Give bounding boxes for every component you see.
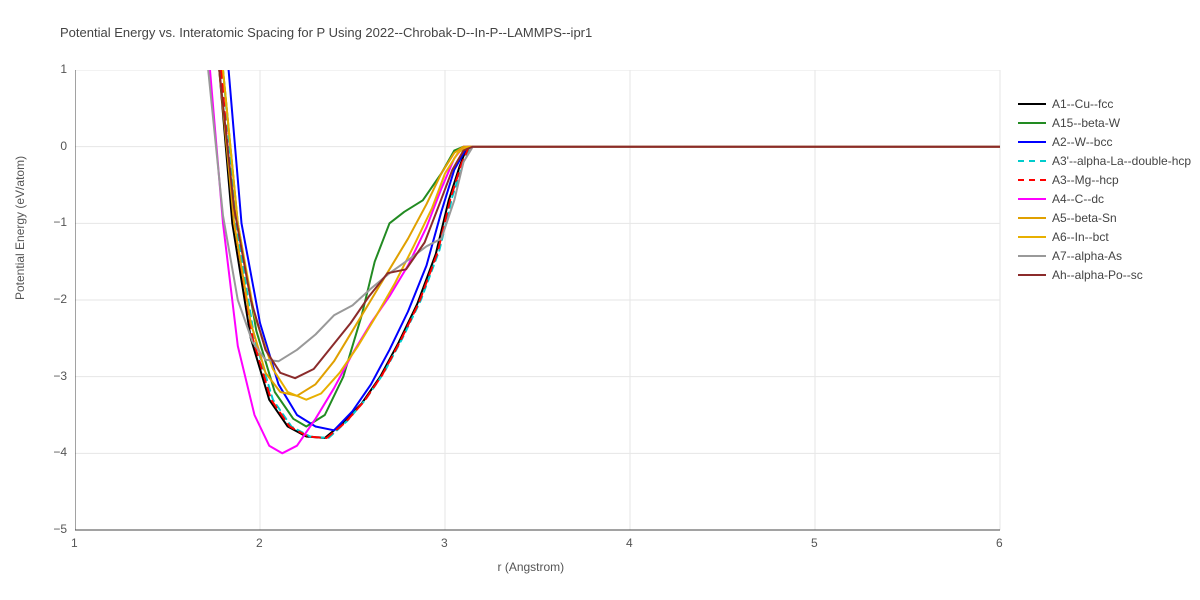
legend-item[interactable]: A6--In--bct: [1018, 227, 1191, 246]
x-tick: 3: [441, 536, 448, 550]
legend-swatch: [1018, 141, 1046, 143]
y-tick: −3: [53, 369, 67, 383]
legend-swatch: [1018, 255, 1046, 257]
legend-label: A7--alpha-As: [1052, 249, 1122, 263]
y-axis-label: Potential Energy (eV/atom): [13, 156, 27, 300]
legend-label: A3--Mg--hcp: [1052, 173, 1119, 187]
legend-label: A15--beta-W: [1052, 116, 1120, 130]
legend-item[interactable]: A3--Mg--hcp: [1018, 170, 1191, 189]
legend-item[interactable]: Ah--alpha-Po--sc: [1018, 265, 1191, 284]
legend-swatch: [1018, 103, 1046, 105]
chart-title: Potential Energy vs. Interatomic Spacing…: [60, 25, 592, 40]
y-tick: −2: [53, 292, 67, 306]
legend-item[interactable]: A5--beta-Sn: [1018, 208, 1191, 227]
x-tick: 2: [256, 536, 263, 550]
legend-label: A4--C--dc: [1052, 192, 1104, 206]
legend-item[interactable]: A3'--alpha-La--double-hcp: [1018, 151, 1191, 170]
legend: A1--Cu--fcc A15--beta-W A2--W--bcc A3'--alp…: [1018, 94, 1191, 284]
series-line: [210, 70, 1000, 453]
legend-swatch: [1018, 160, 1046, 162]
legend-item[interactable]: A1--Cu--fcc: [1018, 94, 1191, 113]
legend-label: A2--W--bcc: [1052, 135, 1112, 149]
y-tick: −1: [53, 215, 67, 229]
legend-item[interactable]: A4--C--dc: [1018, 189, 1191, 208]
legend-item[interactable]: A2--W--bcc: [1018, 132, 1191, 151]
y-tick: −4: [53, 445, 67, 459]
series-line: [219, 70, 1000, 396]
y-tick: 0: [60, 139, 67, 153]
series-line: [208, 70, 1000, 361]
x-tick: 1: [71, 536, 78, 550]
legend-label: A6--In--bct: [1052, 230, 1109, 244]
legend-label: A3'--alpha-La--double-hcp: [1052, 154, 1191, 168]
legend-swatch: [1018, 122, 1046, 124]
legend-swatch: [1018, 236, 1046, 238]
legend-swatch: [1018, 179, 1046, 181]
legend-item[interactable]: A7--alpha-As: [1018, 246, 1191, 265]
legend-swatch: [1018, 217, 1046, 219]
plot-area: [75, 70, 1002, 532]
y-tick: 1: [60, 62, 67, 76]
legend-label: A5--beta-Sn: [1052, 211, 1117, 225]
x-tick: 4: [626, 536, 633, 550]
legend-swatch: [1018, 198, 1046, 200]
chart-container: Potential Energy vs. Interatomic Spacing…: [0, 0, 1200, 600]
x-axis-label: r (Angstrom): [498, 560, 565, 574]
legend-swatch: [1018, 274, 1046, 276]
x-tick: 6: [996, 536, 1003, 550]
legend-label: Ah--alpha-Po--sc: [1052, 268, 1143, 282]
legend-item[interactable]: A15--beta-W: [1018, 113, 1191, 132]
legend-label: A1--Cu--fcc: [1052, 97, 1113, 111]
series-line: [219, 70, 1000, 378]
x-tick: 5: [811, 536, 818, 550]
y-tick: −5: [53, 522, 67, 536]
